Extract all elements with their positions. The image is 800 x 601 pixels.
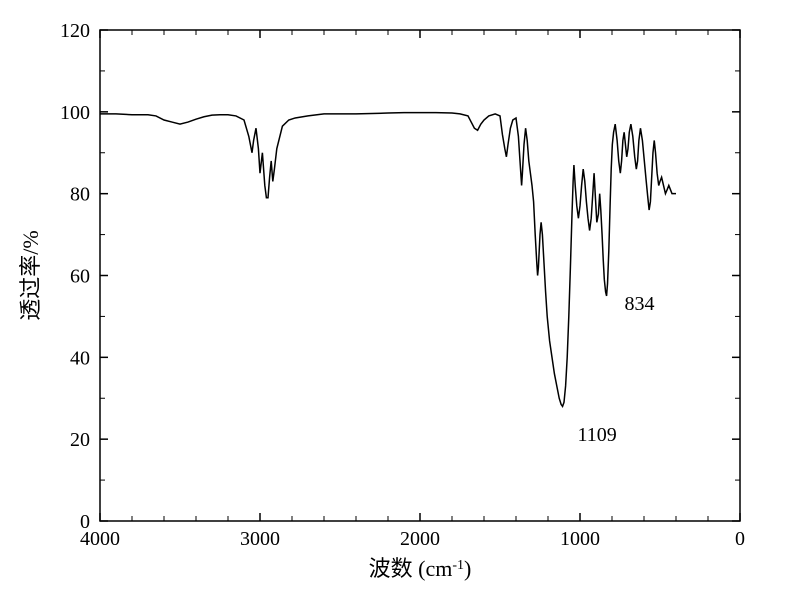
- svg-text:40: 40: [70, 347, 90, 369]
- svg-text:80: 80: [70, 184, 90, 206]
- svg-text:120: 120: [60, 20, 90, 42]
- ir-spectrum-line: [100, 113, 676, 407]
- svg-text:0: 0: [80, 511, 90, 533]
- peak-label-834: 834: [625, 293, 655, 315]
- x-axis-label: 波数 (cm-1): [369, 556, 472, 581]
- svg-text:0: 0: [735, 528, 745, 550]
- svg-text:2000: 2000: [400, 528, 440, 550]
- svg-text:1000: 1000: [560, 528, 600, 550]
- svg-text:100: 100: [60, 102, 90, 124]
- ir-spectrum-chart: 01000200030004000020406080100120波数 (cm-1…: [0, 0, 800, 601]
- svg-text:3000: 3000: [240, 528, 280, 550]
- y-axis-label: 透过率/%: [18, 230, 43, 320]
- peak-label-1109: 1109: [578, 424, 617, 446]
- chart-container: 01000200030004000020406080100120波数 (cm-1…: [0, 0, 800, 601]
- svg-text:20: 20: [70, 429, 90, 451]
- svg-text:60: 60: [70, 266, 90, 288]
